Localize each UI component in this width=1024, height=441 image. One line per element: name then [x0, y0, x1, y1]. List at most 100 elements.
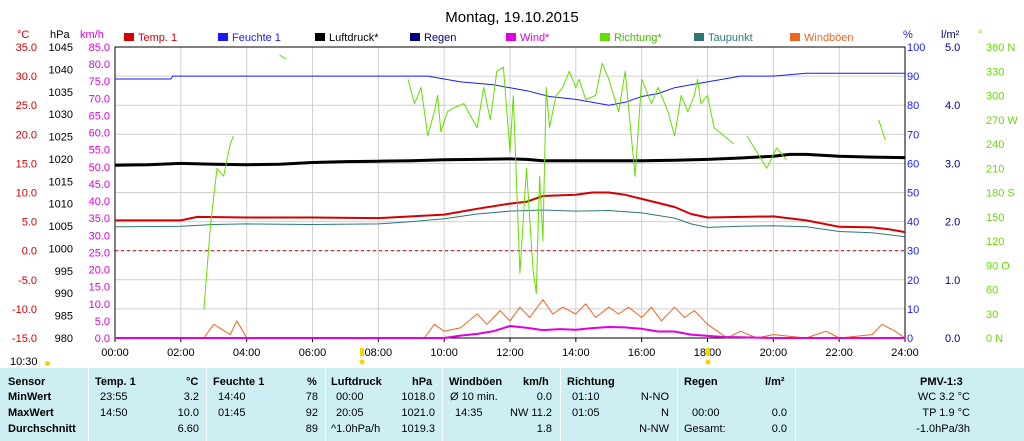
humidity-tick-label: 70 — [907, 129, 919, 141]
legend-swatch — [600, 33, 610, 41]
wind-tick-label: 0.0 — [95, 333, 110, 345]
table-cell: -1.0hPa/3h — [916, 423, 970, 435]
table-cell: 01:10 — [572, 391, 600, 403]
wind-tick-label: 35.0 — [89, 213, 110, 225]
richtung-series-line — [746, 135, 787, 169]
wind-tick-label: 10.0 — [89, 299, 110, 311]
wind-tick-label: 80.0 — [89, 59, 110, 71]
temp-tick-label: 15.0 — [16, 158, 37, 170]
x-tick-label: 16:00 — [628, 347, 656, 359]
row-label: MaxWert — [8, 407, 54, 419]
legend-swatch — [694, 33, 704, 41]
time-marker-icon — [359, 359, 365, 365]
rain-tick-label: 2.0 — [945, 217, 960, 229]
wind-tick-label: 5.0 — [95, 316, 110, 328]
gust-header: Windböen — [449, 376, 503, 388]
table-cell: 01:45 — [218, 407, 246, 419]
table-cell: 3.2 — [183, 391, 199, 403]
x-tick-label: 10:00 — [430, 347, 458, 359]
wind-tick-label: 75.0 — [89, 76, 110, 88]
pressure-tick-label: 985 — [55, 311, 73, 323]
pressure-axis-unit: hPa — [50, 29, 70, 41]
x-tick-label: 14:00 — [562, 347, 590, 359]
wind-axis-unit: km/h — [80, 29, 104, 41]
table-cell: NW 11.2 — [510, 407, 552, 419]
table-cell: ^1.0hPa/h — [331, 423, 381, 435]
humidity-unit: % — [307, 376, 317, 388]
x-tick-label: 22:00 — [825, 347, 853, 359]
pressure-header: Luftdruck — [331, 376, 382, 388]
wind-series-line — [115, 325, 905, 339]
table-cell: 1019.3 — [401, 423, 435, 435]
humidity-axis-unit: % — [903, 29, 913, 41]
table-cell: 14:35 — [455, 407, 483, 419]
pressure-tick-label: 1030 — [49, 109, 73, 121]
table-cell: WC 3.2 °C — [917, 391, 970, 403]
rain-tick-label: 1.0 — [945, 275, 960, 287]
table-cell: 0.0 — [771, 423, 787, 435]
temp-tick-label: -10.0 — [12, 304, 37, 316]
table-cell: 23:55 — [100, 391, 128, 403]
direction-tick-label: 120 — [986, 236, 1004, 248]
wind-tick-label: 30.0 — [89, 230, 110, 242]
wind-tick-label: 15.0 — [89, 282, 110, 294]
temp-axis-unit: °C — [17, 29, 29, 41]
table-cell: 1021.0 — [401, 407, 435, 419]
pressure-unit: hPa — [412, 376, 433, 388]
legend-swatch — [315, 33, 325, 41]
pressure-tick-label: 1035 — [49, 87, 73, 99]
direction-tick-label: 330 — [986, 66, 1004, 78]
table-cell: 92 — [305, 407, 318, 419]
humidity-tick-label: 60 — [907, 158, 919, 170]
pressure-tick-label: 1045 — [49, 42, 73, 54]
legend-label: Richtung* — [614, 32, 662, 44]
legend-swatch — [790, 33, 800, 41]
rain-tick-label: 4.0 — [945, 100, 960, 112]
direction-header: Richtung — [567, 376, 615, 388]
humidity-tick-label: 30 — [907, 246, 919, 258]
humidity-tick-label: 80 — [907, 100, 919, 112]
table-cell: Gesamt: — [684, 423, 726, 435]
table-cell: 78 — [305, 391, 318, 403]
legend-label: Wind* — [520, 32, 550, 44]
x-tick-label: 20:00 — [760, 347, 788, 359]
legend-label: Feuchte 1 — [232, 32, 281, 44]
table-cell: 00:00 — [336, 391, 364, 403]
rain-tick-label: 5.0 — [945, 42, 960, 54]
x-tick-label: 06:00 — [299, 347, 327, 359]
table-cell: Ø 10 min. — [450, 391, 498, 403]
temp-tick-label: -5.0 — [18, 275, 37, 287]
pressure-tick-label: 1025 — [49, 132, 73, 144]
legend-label: Taupunkt — [708, 32, 753, 44]
temp-1-series-line — [115, 191, 906, 234]
temp-tick-label: 30.0 — [16, 71, 37, 83]
humidity-tick-label: 0 — [907, 333, 913, 345]
temp-header: Temp. 1 — [95, 376, 136, 388]
pressure-tick-label: 1040 — [49, 64, 73, 76]
legend-swatch — [506, 33, 516, 41]
direction-tick-label: 180 S — [986, 188, 1015, 200]
humidity-tick-label: 40 — [907, 217, 919, 229]
legend-label: Luftdruck* — [329, 32, 379, 44]
pressure-tick-label: 1000 — [49, 243, 73, 255]
direction-tick-label: 240 — [986, 139, 1004, 151]
legend-label: Regen — [424, 32, 456, 44]
direction-tick-label: 300 — [986, 91, 1004, 103]
direction-tick-label: 150 — [986, 212, 1004, 224]
temp-tick-label: 25.0 — [16, 100, 37, 112]
temp-unit: °C — [186, 376, 199, 388]
table-cell: 01:05 — [572, 407, 600, 419]
wind-tick-label: 25.0 — [89, 247, 110, 259]
direction-tick-label: 360 N — [986, 42, 1015, 54]
wind-tick-label: 50.0 — [89, 162, 110, 174]
pressure-tick-label: 1020 — [49, 154, 73, 166]
table-cell: 10.0 — [177, 407, 199, 419]
x-tick-label: 02:00 — [167, 347, 195, 359]
temp-tick-label: -15.0 — [12, 333, 37, 345]
humidity-tick-label: 90 — [907, 71, 919, 83]
statistics-panel: Sensor Temp. 1 °C Feuchte 1 % Luftdruck … — [0, 368, 1024, 441]
direction-tick-label: 90 O — [986, 260, 1010, 272]
pmv-header: PMV-1:3 — [920, 376, 963, 388]
legend-swatch — [410, 33, 420, 41]
rain-header: Regen — [684, 376, 718, 388]
